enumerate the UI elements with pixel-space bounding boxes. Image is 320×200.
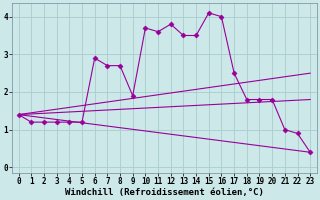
X-axis label: Windchill (Refroidissement éolien,°C): Windchill (Refroidissement éolien,°C) xyxy=(65,188,264,197)
